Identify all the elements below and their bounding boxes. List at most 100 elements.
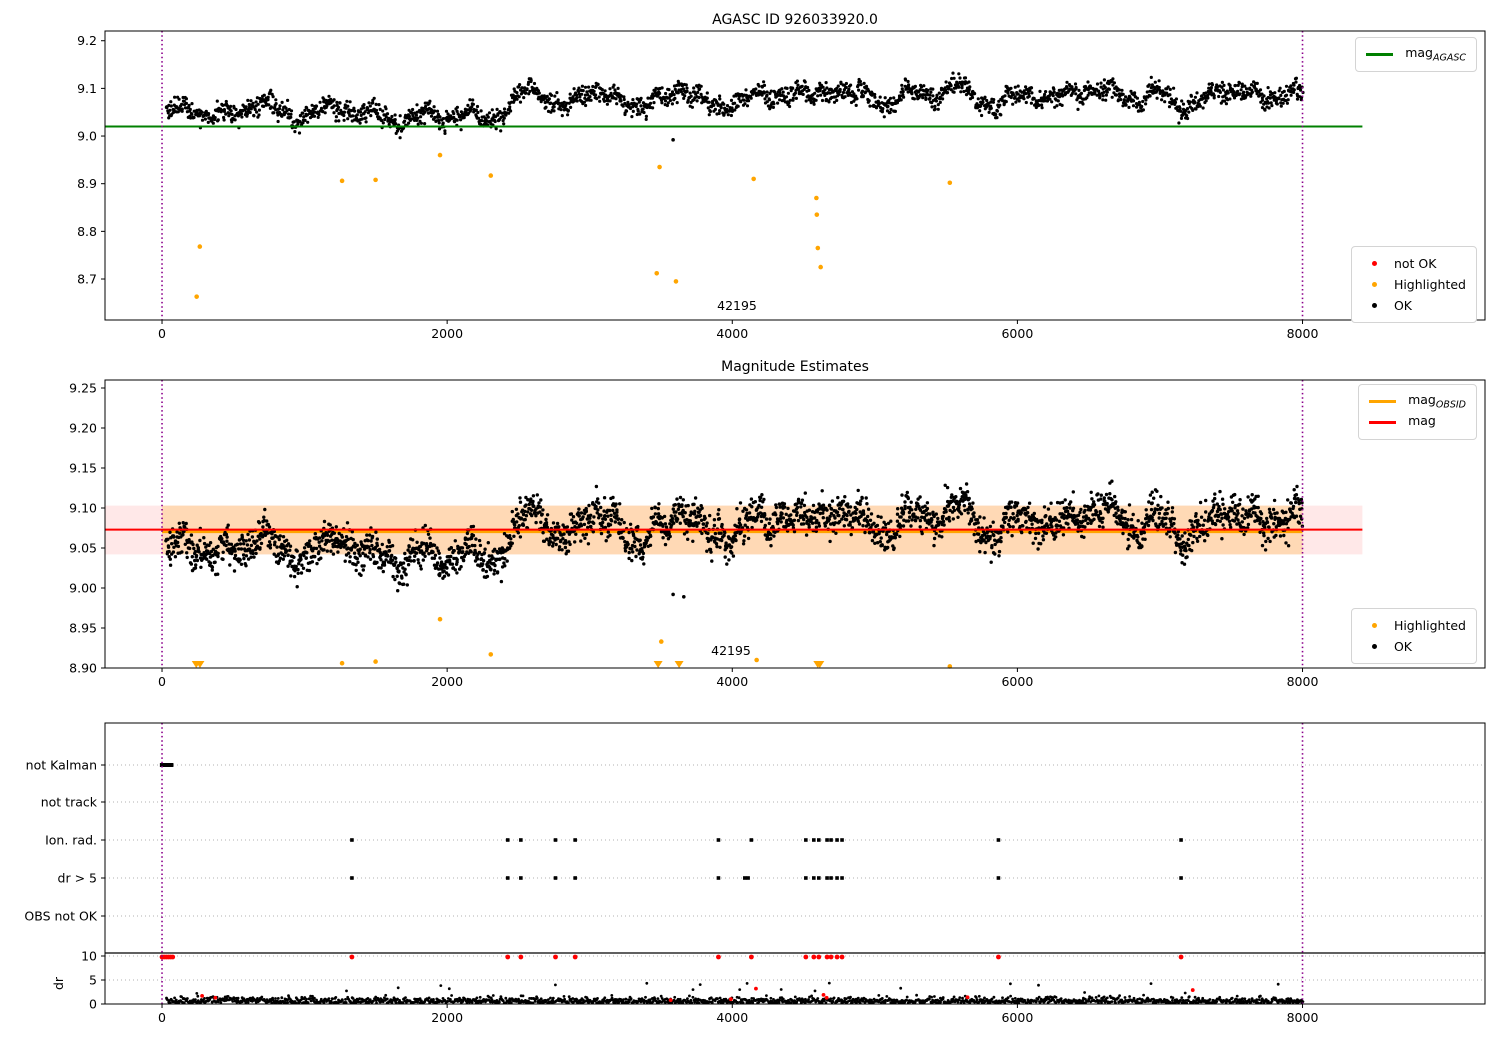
ok-point: [995, 109, 1000, 113]
ok-point: [628, 106, 633, 111]
ok-point: [1014, 504, 1019, 508]
ok-point: [959, 512, 964, 516]
ok-point: [1198, 523, 1202, 527]
ok-point: [838, 90, 842, 94]
ok-point: [558, 104, 563, 108]
ok-point: [562, 532, 566, 536]
ok-point: [585, 90, 589, 94]
ok-point: [549, 101, 553, 105]
ok-point: [1071, 506, 1076, 510]
ok-point: [406, 548, 410, 552]
ok-point: [785, 86, 789, 90]
ok-point: [1166, 506, 1171, 511]
ok-point: [1045, 99, 1050, 103]
ok-point: [524, 91, 528, 95]
ok-point: [734, 538, 738, 543]
ok-point: [774, 503, 778, 507]
ok-point: [416, 558, 420, 562]
ok-point: [398, 581, 402, 586]
ok-point: [351, 114, 355, 118]
axes-frame: [104, 30, 1486, 321]
ok-point: [453, 539, 457, 543]
ok-point: [856, 519, 860, 523]
ok-point: [641, 551, 646, 556]
ok-point: [459, 110, 463, 114]
ok-point: [274, 108, 278, 112]
ok-point: [1029, 101, 1033, 105]
ok-point: [1056, 99, 1060, 103]
ok-point: [1125, 524, 1130, 528]
ok-point: [861, 94, 865, 98]
ok-point: [1055, 104, 1059, 108]
ok-point: [322, 519, 327, 524]
ok-point: [762, 83, 767, 87]
ok-point: [547, 97, 552, 101]
ok-point: [720, 522, 724, 527]
ok-point: [471, 533, 476, 538]
ok-point: [381, 121, 385, 125]
ok-point: [526, 498, 530, 502]
ok-point: [844, 518, 849, 522]
ok-point: [421, 106, 426, 111]
ok-point: [252, 114, 256, 118]
ok-point: [859, 499, 863, 503]
ok-point: [1028, 88, 1032, 92]
ok-point: [1150, 515, 1154, 520]
ok-point: [509, 109, 513, 113]
ok-point: [1216, 85, 1220, 89]
ok-point: [889, 107, 893, 112]
ok-point: [536, 89, 541, 93]
ok-point: [667, 88, 671, 92]
ok-point: [282, 554, 287, 558]
ok-point: [545, 94, 549, 98]
ok-point: [1103, 86, 1107, 90]
ok-point: [1024, 100, 1028, 105]
ok-point: [700, 531, 704, 536]
ok-point: [604, 539, 608, 543]
ok-point: [667, 532, 671, 536]
ok-point: [753, 500, 757, 504]
ok-point: [902, 95, 906, 99]
ok-point: [899, 98, 903, 102]
ok-point: [1104, 492, 1109, 497]
ok-point: [447, 558, 452, 562]
ok-point: [789, 513, 793, 517]
ok-point: [460, 546, 465, 550]
ok-point: [527, 502, 531, 507]
ok-point: [566, 108, 571, 113]
ok-point: [407, 121, 411, 125]
ok-point: [876, 514, 880, 519]
ok-point: [1144, 508, 1148, 512]
ok-point: [1172, 521, 1176, 526]
ok-point: [604, 93, 608, 97]
ok-point: [786, 91, 791, 95]
ok-point: [1137, 100, 1141, 104]
ok-point: [821, 503, 826, 507]
ok-point: [749, 497, 754, 501]
ok-point: [317, 540, 321, 544]
ok-point: [1009, 86, 1013, 90]
ok-point: [403, 567, 407, 571]
ok-point: [719, 531, 723, 535]
ok-point: [1131, 99, 1136, 103]
ok-point: [477, 538, 482, 543]
ok-point: [1006, 530, 1010, 534]
ok-point: [233, 118, 237, 122]
ok-point: [307, 568, 312, 573]
ok-point: [502, 122, 506, 126]
ok-point: [285, 538, 289, 542]
ok-point: [643, 102, 648, 106]
ok-point: [455, 105, 459, 109]
ok-point: [1172, 86, 1176, 90]
ok-point: [1127, 105, 1131, 109]
ok-point: [238, 558, 242, 562]
ok-point: [988, 534, 992, 539]
ok-point: [875, 523, 880, 528]
ok-point: [947, 519, 952, 523]
ok-point: [726, 113, 730, 117]
ok-point: [685, 530, 689, 534]
ok-point: [878, 95, 882, 99]
ok-point: [722, 533, 726, 538]
ok-point: [674, 510, 678, 514]
ok-point: [651, 515, 656, 519]
